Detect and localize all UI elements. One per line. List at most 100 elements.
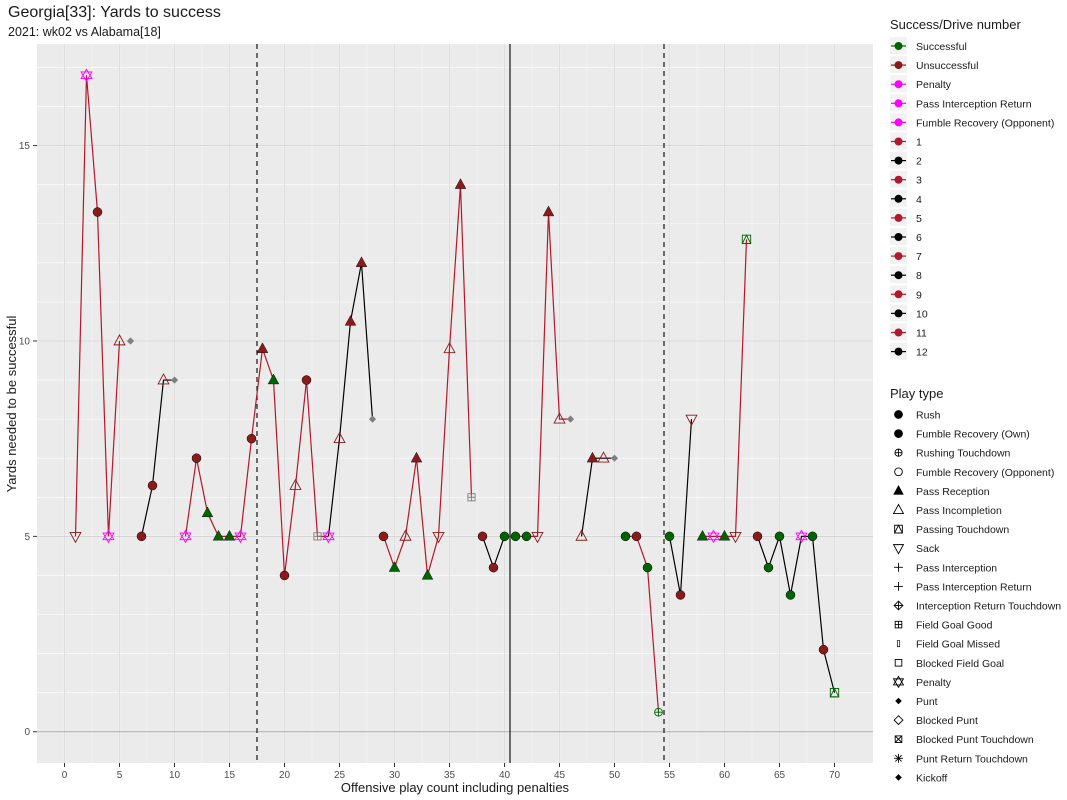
legend-key-plus [894,582,903,591]
data-point [234,529,247,544]
data-point [829,687,840,698]
data-point [113,334,126,346]
data-point [279,570,290,581]
legend-success-title: Success/Drive number [890,17,1021,32]
drive-line [625,535,660,713]
data-point [763,562,774,573]
legend-label: Successful [916,41,967,53]
legend-item: 8 [890,266,922,284]
data-point [631,531,642,542]
chart-title: Georgia[33]: Yards to success [8,4,221,21]
legend-key-square_x [894,735,903,743]
legend-key-rushing_touchdown [894,448,903,457]
legend-item: Fumble Recovery (Own) [894,429,1030,441]
y-tick-label: 0 [24,727,30,738]
data-point [586,451,599,463]
legend-key-pass_reception [893,484,904,495]
data-point [499,531,510,542]
data-point [170,376,179,384]
legend-label: 2 [916,156,922,168]
data-point [752,531,763,542]
legend-label: 7 [916,251,922,263]
legend-key-bar [896,640,901,648]
data-point [399,529,412,541]
data-point [553,412,566,424]
legend-item: Kickoff [895,772,947,784]
legend-label: Pass Incompletion [916,505,1002,517]
legend-key-dot [894,309,903,318]
data-point [69,532,82,544]
legend-item: Penalty [892,675,952,689]
legend-label: Field Goal Missed [916,639,1000,651]
legend-item: Unsuccessful [890,56,978,74]
data-point [289,478,302,490]
data-point [454,178,467,189]
y-axis-title: Yards needed to be successful [4,315,19,492]
x-tick-label: 10 [169,770,181,781]
data-point [675,590,686,600]
data-point [157,373,170,385]
legend-label: Pass Interception Return [916,581,1032,593]
legend-item: 2 [890,151,922,169]
legend-item: Field Goal Good [894,620,993,632]
data-point [542,205,555,217]
x-tick-label: 20 [279,770,291,781]
legend-key-punt [895,774,902,781]
legend-key-field_goal_good [894,620,903,629]
x-tick-label: 30 [389,770,401,781]
data-point [642,562,653,573]
data-point [80,68,93,83]
legend-key-diamond_plus [893,600,904,611]
data-point [741,234,752,245]
data-point [147,480,158,491]
legend-label: 11 [916,328,927,340]
data-point [620,531,631,542]
legend-key-dot [894,175,903,184]
legend-label: Rushing Touchdown [916,448,1011,460]
data-point [467,493,476,502]
data-point [267,373,280,385]
legend-label: Blocked Punt Touchdown [916,734,1034,746]
data-point [191,453,202,463]
legend-label: 10 [916,308,928,320]
legend-item: 5 [890,208,922,226]
legend-item: 12 [890,342,928,360]
drive-line [140,379,175,537]
data-point [685,414,698,427]
data-point [818,644,829,655]
drive-line [756,534,836,693]
x-tick-label: 25 [334,770,346,781]
legend-item: 6 [890,228,922,245]
data-point [301,375,312,385]
y-tick-label: 10 [19,336,31,347]
legend-key-open_square [894,659,903,667]
data-point [368,415,377,423]
data-point [729,532,742,544]
legend-label: Fumble Recovery (Opponent) [916,467,1054,479]
data-point [510,531,521,542]
legend-item: Passing Touchdown [893,524,1009,536]
data-point [313,532,322,541]
data-point [212,529,225,541]
legend-key-dot [894,118,903,127]
legend-item: 10 [890,304,928,322]
legend-label: Penalty [916,677,952,689]
data-point [477,531,488,542]
data-point [388,561,401,572]
x-tick-label: 35 [444,770,456,781]
legend-label: Pass Interception [916,562,997,574]
x-tick-label: 45 [554,770,566,781]
data-point [785,590,796,600]
legend-key-open_diamond [893,715,904,726]
data-point [333,431,346,444]
y-tick-label: 5 [24,532,30,543]
data-point [355,256,368,267]
legend-key-dot [894,137,903,146]
legend-label: Sack [916,543,940,555]
data-point [344,315,357,326]
legend-item: Rushing Touchdown [894,448,1011,460]
data-point [443,341,456,354]
legend-key-dot [894,347,903,356]
legend-item: Blocked Punt [893,715,978,727]
